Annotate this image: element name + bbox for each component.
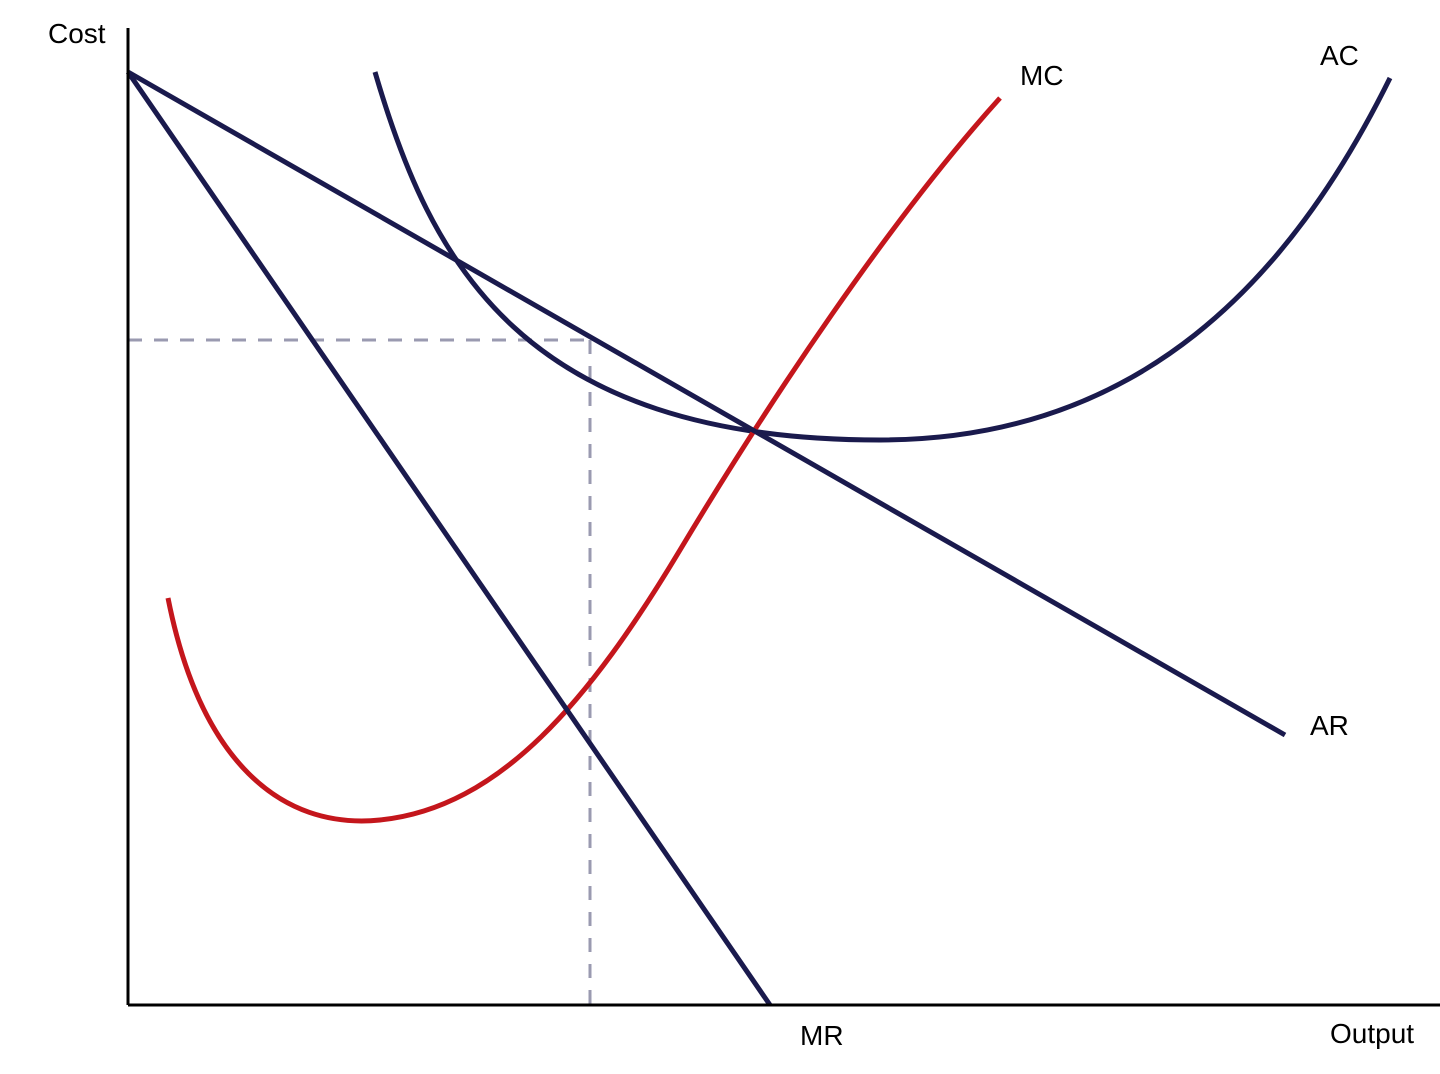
mr-label: MR: [800, 1020, 844, 1052]
chart-svg: [0, 0, 1440, 1074]
ac-label: AC: [1320, 40, 1359, 72]
economics-chart: Cost Output MC AC AR MR: [0, 0, 1440, 1074]
mc-label: MC: [1020, 60, 1064, 92]
y-axis-label: Cost: [48, 18, 106, 50]
mr-line: [128, 72, 770, 1005]
ac-curve: [375, 72, 1390, 440]
ar-label: AR: [1310, 710, 1349, 742]
mc-curve: [168, 98, 1000, 821]
ar-line: [128, 72, 1285, 735]
x-axis-label: Output: [1330, 1018, 1414, 1050]
